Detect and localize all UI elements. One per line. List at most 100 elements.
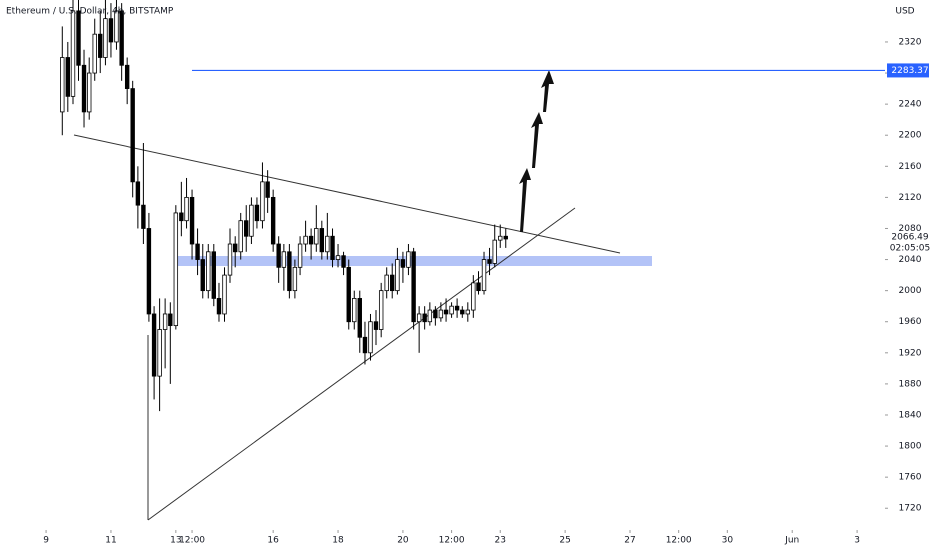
arrow xyxy=(541,70,554,112)
candle-body xyxy=(265,181,270,198)
price-axis xyxy=(885,0,932,550)
candle-body xyxy=(422,313,427,323)
y-tick-label: 1760 xyxy=(899,473,922,483)
candle-body xyxy=(443,309,449,315)
candle-body xyxy=(157,329,162,377)
arrow xyxy=(519,168,531,232)
candle-body xyxy=(81,64,87,113)
candle-body xyxy=(449,305,454,315)
candle-body xyxy=(276,243,281,268)
candle-body xyxy=(411,251,416,323)
candle-body xyxy=(238,220,243,253)
candle-body xyxy=(206,251,211,292)
y-tick-label: 1920 xyxy=(899,348,922,358)
candle-body xyxy=(378,290,384,330)
candle-body xyxy=(330,235,335,260)
candle-body xyxy=(270,196,276,245)
candle-body xyxy=(130,88,135,183)
candle-body xyxy=(216,298,222,315)
candle-body xyxy=(362,336,368,354)
candle-body xyxy=(471,282,476,311)
candle-body xyxy=(384,274,389,292)
trend-line xyxy=(147,207,576,521)
x-tick-label: 16 xyxy=(267,536,279,546)
candle-body xyxy=(87,72,92,113)
currency-label: USD xyxy=(895,7,914,17)
candle-body xyxy=(454,305,460,311)
candle-body xyxy=(406,251,411,268)
candle-body xyxy=(297,243,303,268)
x-tick-label: 12:00 xyxy=(179,536,205,546)
candle-body xyxy=(314,228,319,245)
candle-body xyxy=(346,266,351,323)
candle-body xyxy=(373,321,379,330)
x-tick-label: 3 xyxy=(854,536,860,546)
candle-body xyxy=(98,33,103,58)
candle-body xyxy=(465,309,471,315)
y-tick-label: 2040 xyxy=(899,255,922,265)
candle-body xyxy=(65,57,71,97)
y-tick-label: 2080 xyxy=(899,224,922,234)
x-tick-label: 12:00 xyxy=(666,536,692,546)
candle-body xyxy=(162,313,168,330)
x-tick-label: 13 xyxy=(170,536,181,546)
candle-body xyxy=(303,235,308,245)
candle-body xyxy=(254,204,260,222)
candle-body xyxy=(211,251,216,299)
y-tick-label: 2120 xyxy=(899,193,922,203)
candle-body xyxy=(141,204,146,229)
candle-body xyxy=(319,228,325,253)
candle-body xyxy=(341,255,346,268)
candle-body xyxy=(308,235,314,245)
candle-body xyxy=(395,259,400,292)
last-price-badge xyxy=(887,230,931,253)
candle-body xyxy=(438,309,444,319)
candle-body xyxy=(335,255,341,260)
candle-body xyxy=(427,309,433,323)
candle-body xyxy=(92,33,97,74)
candle-body xyxy=(287,251,292,292)
countdown: 02:05:05 xyxy=(890,243,930,253)
candle-body xyxy=(76,10,81,66)
candle-body xyxy=(114,10,119,43)
x-tick-label: 20 xyxy=(397,536,409,546)
last-price-label: 2066.49 xyxy=(891,232,928,242)
candle-body xyxy=(227,243,233,276)
candle-body xyxy=(492,239,497,264)
candle-body xyxy=(357,298,362,338)
candle-body xyxy=(168,313,173,327)
candle-body xyxy=(222,274,227,315)
candle-body xyxy=(487,259,492,264)
x-tick-label: Jun xyxy=(784,536,799,546)
candle-body xyxy=(249,204,254,237)
x-tick-label: 30 xyxy=(722,536,734,546)
chart-title: Ethereum / U.S. Dollar, 4h, BITSTAMP xyxy=(6,7,174,17)
candle-body xyxy=(400,259,406,268)
y-tick-label: 1720 xyxy=(899,504,922,514)
candle-body xyxy=(173,212,179,327)
y-tick-label: 2240 xyxy=(899,100,922,110)
price-line-badge xyxy=(887,63,929,78)
candle-body xyxy=(503,235,508,240)
y-tick-label: 1800 xyxy=(899,442,922,452)
candle-body xyxy=(189,196,195,245)
candle-body xyxy=(260,181,265,222)
candle-body xyxy=(119,10,124,66)
candle-body xyxy=(481,259,487,292)
candle-body xyxy=(146,228,152,315)
y-tick-label: 2160 xyxy=(899,162,922,172)
x-tick-label: 23 xyxy=(495,536,506,546)
candle-body xyxy=(416,313,422,323)
plot-area xyxy=(60,0,885,521)
candle-body xyxy=(476,282,481,292)
candle-body xyxy=(108,18,114,43)
y-tick-label: 2000 xyxy=(899,286,922,296)
candle-body xyxy=(368,321,373,354)
x-tick-label: 25 xyxy=(559,536,570,546)
candle-body xyxy=(498,235,503,241)
candle-body xyxy=(184,196,189,222)
x-tick-label: 9 xyxy=(43,536,49,546)
